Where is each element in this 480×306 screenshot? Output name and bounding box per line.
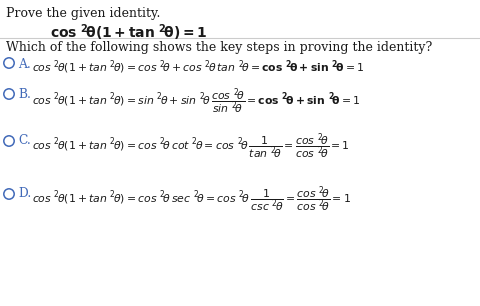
Text: $cos\ ^2\!\theta(1 + tan\ ^2\!\theta) = cos\ ^2\!\theta\,sec\ ^2\!\theta = cos\ : $cos\ ^2\!\theta(1 + tan\ ^2\!\theta) = … <box>32 184 350 214</box>
Text: B.: B. <box>18 88 31 101</box>
Text: $cos\ ^2\!\theta(1 + tan\ ^2\!\theta) = cos\ ^2\!\theta + cos\ ^2\!\theta\,tan\ : $cos\ ^2\!\theta(1 + tan\ ^2\!\theta) = … <box>32 58 363 76</box>
Text: C.: C. <box>18 134 31 147</box>
Text: $\mathbf{cos}$$\mathbf{\ ^2\!\theta(1 + tan\ ^2\!\theta) = 1}$: $\mathbf{cos}$$\mathbf{\ ^2\!\theta(1 + … <box>50 22 207 43</box>
Text: Which of the following shows the key steps in proving the identity?: Which of the following shows the key ste… <box>6 41 432 54</box>
Text: A.: A. <box>18 58 31 71</box>
Text: $cos\ ^2\!\theta(1 + tan\ ^2\!\theta) = sin\ ^2\!\theta + sin\ ^2\!\theta\,\dfra: $cos\ ^2\!\theta(1 + tan\ ^2\!\theta) = … <box>32 86 360 116</box>
Text: D.: D. <box>18 187 31 200</box>
Text: Prove the given identity.: Prove the given identity. <box>6 7 160 20</box>
Text: $cos\ ^2\!\theta(1 + tan\ ^2\!\theta) = cos\ ^2\!\theta\,cot\ ^2\!\theta = cos\ : $cos\ ^2\!\theta(1 + tan\ ^2\!\theta) = … <box>32 131 349 161</box>
